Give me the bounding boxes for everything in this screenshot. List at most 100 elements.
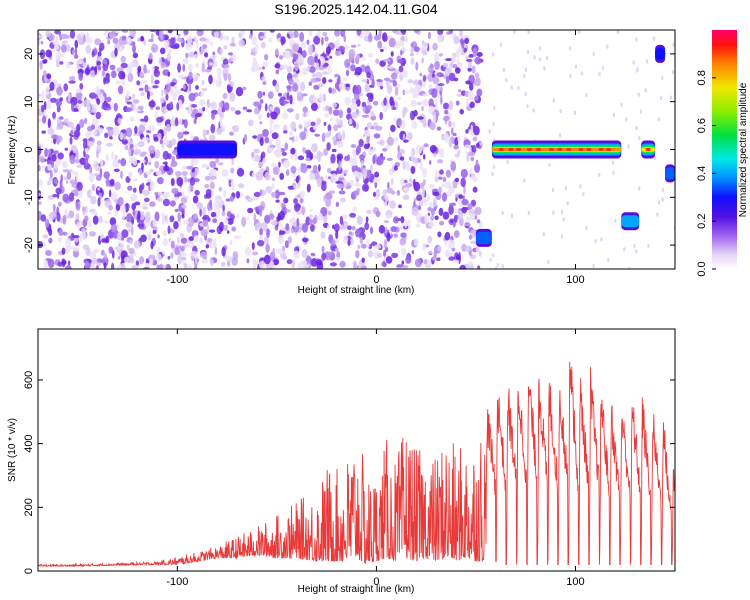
noise-speck	[318, 164, 321, 172]
noise-speck	[92, 215, 99, 225]
noise-speck	[168, 48, 173, 54]
spectrogram-x-label: Height of straight line (km)	[298, 285, 415, 296]
noise-speck	[338, 46, 345, 53]
noise-speck	[78, 72, 84, 81]
noise-speck	[460, 177, 466, 188]
noise-speck	[95, 258, 103, 264]
noise-speck	[382, 35, 388, 42]
noise-speck	[639, 109, 643, 114]
noise-speck	[240, 30, 245, 37]
noise-speck	[51, 139, 54, 144]
noise-speck	[143, 64, 147, 74]
noise-speck	[474, 95, 479, 101]
noise-speck	[323, 148, 329, 156]
noise-speck	[300, 41, 307, 49]
noise-speck	[65, 238, 72, 248]
noise-speck	[186, 165, 194, 170]
noise-speck	[616, 30, 619, 35]
noise-speck	[74, 54, 79, 59]
noise-speck	[166, 123, 171, 132]
noise-speck	[132, 209, 136, 216]
noise-speck	[45, 250, 52, 256]
noise-speck	[229, 42, 236, 47]
noise-speck	[51, 148, 54, 154]
noise-speck	[427, 207, 433, 212]
noise-speck	[306, 183, 311, 193]
noise-speck	[347, 239, 351, 247]
noise-speck	[310, 252, 316, 257]
noise-speck	[290, 165, 297, 174]
noise-speck	[161, 212, 165, 219]
noise-speck	[582, 192, 585, 197]
noise-speck	[424, 214, 430, 224]
noise-speck	[321, 36, 324, 46]
noise-speck	[317, 30, 321, 38]
noise-speck	[439, 169, 444, 175]
noise-speck	[190, 250, 198, 257]
noise-speck	[284, 240, 289, 249]
noise-speck	[40, 40, 44, 45]
noise-speck	[153, 149, 161, 159]
noise-speck	[103, 77, 110, 84]
noise-speck	[264, 103, 268, 112]
noise-speck	[55, 57, 61, 68]
noise-speck	[464, 223, 471, 227]
noise-speck	[94, 65, 98, 75]
noise-speck	[242, 86, 247, 91]
noise-speck	[422, 118, 427, 128]
noise-speck	[421, 145, 425, 152]
noise-speck	[299, 197, 304, 204]
noise-speck	[251, 152, 255, 158]
noise-speck	[147, 230, 152, 240]
noise-speck	[293, 185, 300, 189]
noise-speck	[657, 117, 660, 122]
noise-speck	[283, 197, 289, 204]
noise-speck	[81, 206, 86, 212]
noise-speck	[229, 92, 236, 102]
noise-speck	[470, 156, 475, 162]
noise-speck	[95, 85, 101, 96]
noise-speck	[501, 210, 504, 216]
noise-speck	[252, 57, 257, 67]
colorbar-tick-label: 0.4	[696, 166, 708, 181]
noise-speck	[356, 30, 362, 36]
noise-speck	[306, 255, 311, 265]
noise-speck	[63, 34, 71, 39]
noise-speck	[289, 130, 293, 137]
noise-speck	[84, 147, 90, 154]
noise-speck	[410, 165, 416, 175]
noise-speck	[397, 96, 402, 101]
noise-speck	[128, 239, 133, 245]
noise-speck	[43, 101, 47, 111]
noise-speck	[93, 129, 97, 136]
noise-speck	[265, 186, 272, 193]
noise-speck	[379, 60, 386, 67]
noise-speck	[74, 47, 78, 56]
noise-speck	[181, 165, 187, 170]
noise-speck	[109, 217, 117, 226]
noise-speck	[219, 221, 224, 232]
noise-speck	[449, 62, 453, 69]
noise-speck	[213, 238, 217, 248]
noise-speck	[456, 57, 460, 67]
noise-speck	[348, 48, 356, 59]
noise-speck	[253, 259, 259, 265]
noise-speck	[187, 63, 193, 72]
noise-speck	[338, 190, 346, 195]
noise-speck	[323, 194, 327, 200]
noise-speck	[403, 179, 408, 184]
noise-speck	[258, 67, 262, 71]
noise-speck	[348, 118, 353, 125]
noise-speck	[149, 201, 156, 207]
noise-speck	[290, 121, 297, 131]
noise-speck	[336, 251, 341, 259]
noise-speck	[75, 171, 79, 182]
noise-speck	[250, 66, 257, 73]
x-tick-label: 100	[566, 274, 584, 286]
noise-speck	[229, 196, 235, 202]
noise-speck	[264, 136, 270, 144]
noise-speck	[647, 243, 650, 249]
noise-speck	[262, 129, 269, 137]
noise-speck	[448, 30, 453, 35]
noise-speck	[551, 187, 555, 193]
